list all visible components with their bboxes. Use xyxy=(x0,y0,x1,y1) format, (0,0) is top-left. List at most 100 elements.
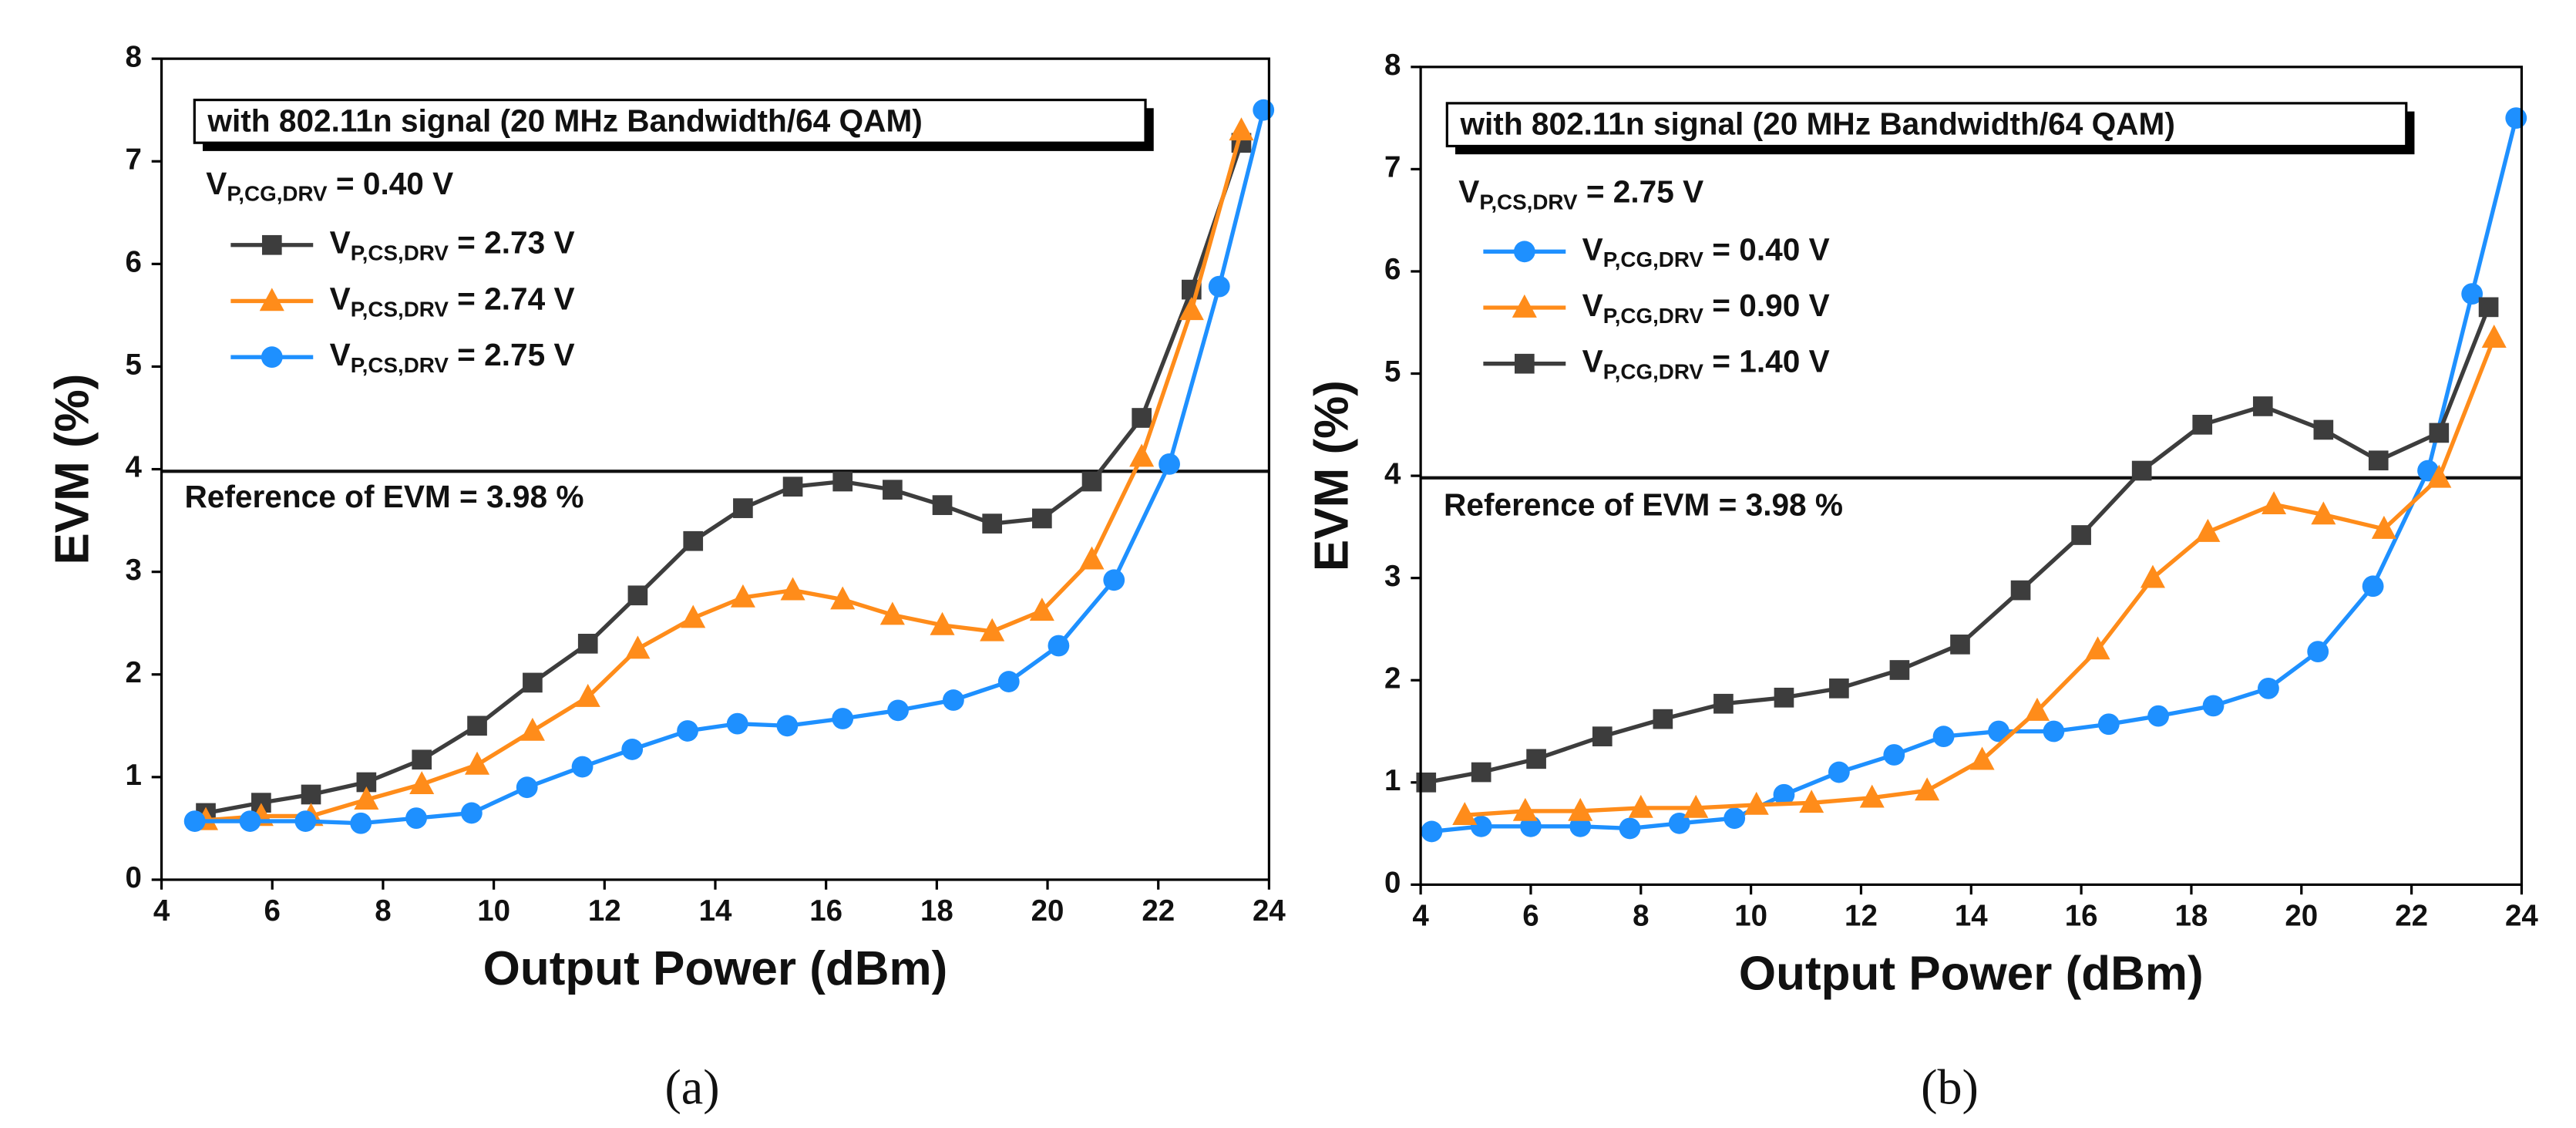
marker xyxy=(627,585,648,606)
marker xyxy=(460,802,483,824)
marker xyxy=(1526,749,1546,769)
y-axis-label: EVM (%) xyxy=(46,374,99,565)
marker xyxy=(409,771,435,795)
marker xyxy=(625,635,651,659)
x-tick-label: 10 xyxy=(477,894,510,928)
marker xyxy=(1988,720,2009,742)
title-box xyxy=(193,98,1147,144)
marker xyxy=(2043,720,2065,742)
marker xyxy=(2097,713,2120,736)
box-title: with 802.11n signal (20 MHz Bandwidth/64… xyxy=(1459,106,2174,142)
box-title: with 802.11n signal (20 MHz Bandwidth/64… xyxy=(207,103,922,138)
marker xyxy=(681,604,706,628)
x-tick-label: 18 xyxy=(920,894,953,928)
marker xyxy=(1932,726,1955,748)
marker xyxy=(2311,501,2336,525)
marker xyxy=(782,476,803,497)
marker xyxy=(571,756,594,778)
marker xyxy=(1773,783,1795,806)
marker xyxy=(2147,705,2169,727)
marker xyxy=(982,513,1003,534)
marker xyxy=(832,708,854,729)
marker xyxy=(1048,635,1070,657)
marker xyxy=(1416,772,1437,793)
marker xyxy=(2010,580,2031,601)
marker xyxy=(1253,99,1275,121)
marker xyxy=(1568,797,1593,821)
marker xyxy=(2195,518,2221,542)
y-tick-label: 1 xyxy=(1384,764,1401,797)
x-tick-label: 16 xyxy=(809,894,842,928)
marker xyxy=(2252,396,2273,416)
y-tick-label: 0 xyxy=(125,861,141,894)
marker xyxy=(1653,709,1673,729)
x-tick-label: 4 xyxy=(153,894,170,928)
x-tick-label: 8 xyxy=(1633,899,1649,932)
marker xyxy=(1592,726,1613,746)
marker xyxy=(683,530,704,551)
marker xyxy=(1889,660,1910,680)
marker xyxy=(1569,815,1592,837)
title-box xyxy=(1445,102,2408,148)
marker xyxy=(1828,761,1850,783)
marker xyxy=(980,618,1005,641)
y-tick-label: 2 xyxy=(125,656,141,689)
legend-marker xyxy=(1513,241,1535,263)
legend-heading: VP,CS,DRV = 2.75 V xyxy=(1458,173,1703,214)
marker xyxy=(2478,297,2499,318)
x-tick-label: 22 xyxy=(2395,899,2428,932)
x-tick-label: 16 xyxy=(2065,899,2098,932)
marker xyxy=(1103,569,1125,591)
plot-frame xyxy=(160,57,1271,881)
marker xyxy=(2024,697,2050,721)
y-tick-label: 5 xyxy=(125,349,141,382)
marker xyxy=(1520,815,1542,837)
marker xyxy=(2313,419,2334,440)
legend-heading: VP,CG,DRV = 0.40 V xyxy=(206,166,453,206)
marker xyxy=(1628,794,1653,818)
marker xyxy=(2085,636,2110,660)
marker xyxy=(1081,471,1102,492)
marker xyxy=(516,776,538,799)
marker xyxy=(930,611,955,635)
y-tick-label: 7 xyxy=(125,143,141,176)
marker xyxy=(780,577,805,601)
marker xyxy=(2140,564,2165,588)
y-tick-label: 3 xyxy=(1384,560,1401,593)
x-tick-label: 14 xyxy=(1955,899,1988,932)
marker xyxy=(183,810,206,832)
marker xyxy=(1470,815,1492,837)
legend-label: VP,CG,DRV = 1.40 V xyxy=(1582,343,1830,383)
legend-label: VP,CG,DRV = 0.90 V xyxy=(1582,288,1830,328)
marker xyxy=(879,601,905,625)
marker xyxy=(1229,117,1254,141)
marker xyxy=(1950,635,1970,655)
marker xyxy=(2505,107,2527,130)
marker xyxy=(2481,325,2507,348)
marker xyxy=(1883,744,1905,766)
x-tick-label: 8 xyxy=(375,894,391,928)
marker xyxy=(733,498,753,518)
x-tick-label: 6 xyxy=(1522,899,1539,932)
marker xyxy=(932,495,953,515)
y-tick-label: 5 xyxy=(1384,355,1401,389)
x-tick-label: 10 xyxy=(1734,899,1767,932)
y-tick-label: 4 xyxy=(125,451,142,484)
y-tick-label: 8 xyxy=(1384,49,1401,82)
marker xyxy=(577,633,598,654)
marker xyxy=(2192,414,2213,435)
marker xyxy=(350,812,372,834)
marker xyxy=(1799,790,1824,813)
marker xyxy=(726,712,748,735)
y-tick-label: 3 xyxy=(125,554,141,587)
marker xyxy=(354,786,379,810)
x-tick-label: 12 xyxy=(588,894,621,928)
legend-marker xyxy=(261,346,283,369)
marker xyxy=(465,751,490,775)
marker xyxy=(1668,812,1690,834)
marker xyxy=(2202,695,2225,717)
marker xyxy=(1829,678,1849,699)
marker xyxy=(1029,598,1054,621)
x-tick-label: 12 xyxy=(1845,899,1878,932)
